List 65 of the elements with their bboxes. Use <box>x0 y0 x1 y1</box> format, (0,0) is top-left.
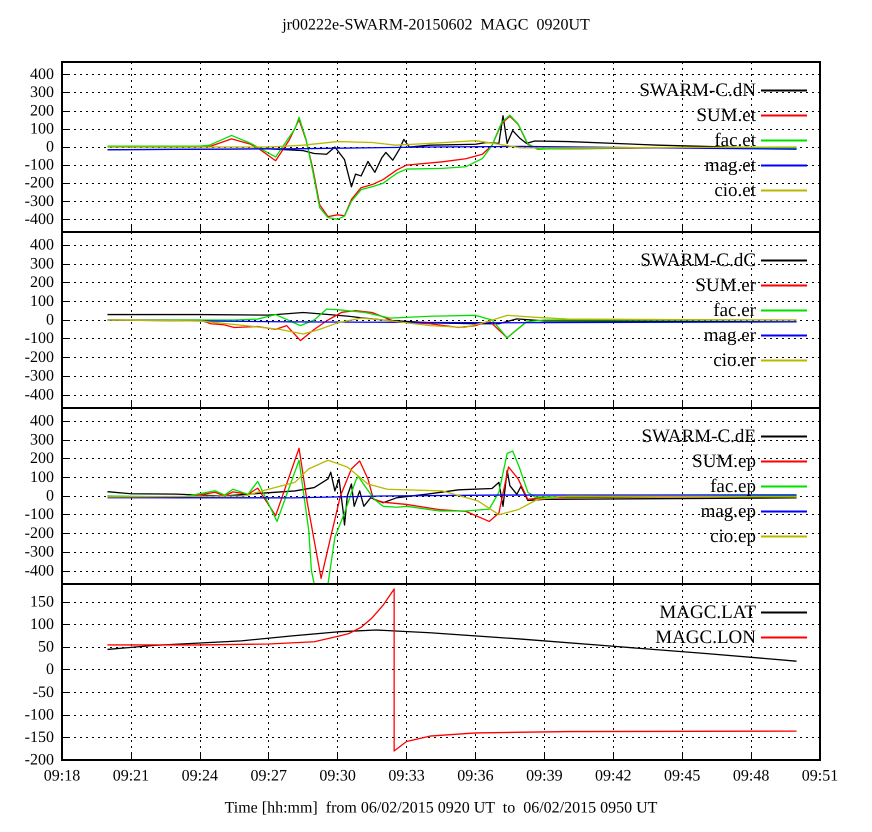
legend-label: fac.ep <box>710 476 756 497</box>
y-tick-label: 300 <box>30 84 54 102</box>
legend-label: mag.er <box>704 325 757 346</box>
y-tick-label: 400 <box>30 66 54 84</box>
y-tick-label: 0 <box>46 661 54 678</box>
legend-label: SUM.er <box>695 275 757 296</box>
y-tick-label: 100 <box>30 468 54 486</box>
legend-label: cio.et <box>714 180 757 201</box>
legend-label: SWARM-C.dC <box>640 250 756 271</box>
legend-label: MAGC.LON <box>655 627 756 648</box>
y-tick-label: -300 <box>24 544 54 561</box>
y-tick-label: 150 <box>30 594 54 611</box>
line-series <box>106 588 798 752</box>
legend-label: MAGC.LAT <box>659 602 756 623</box>
legend-label: fac.er <box>713 300 757 321</box>
x-tick-label: 09:51 <box>802 768 838 784</box>
x-axis-title: Time [hh:mm] from 06/02/2015 0920 UT to 06/02/2015 0950 UT <box>224 800 658 816</box>
y-tick-label: -300 <box>24 192 54 210</box>
y-tick-label: 100 <box>30 616 54 634</box>
chart-title: jr00222e-SWARM-20150602 MAGC 0920UT <box>281 16 590 34</box>
legend-label: SUM.et <box>696 105 757 126</box>
x-tick-label: 09:39 <box>526 768 563 784</box>
y-tick-label: 200 <box>30 450 54 468</box>
y-tick-label: -200 <box>24 524 54 542</box>
y-tick-label: -300 <box>24 368 54 385</box>
y-tick-label: 100 <box>30 292 54 310</box>
y-tick-label: 200 <box>30 274 54 292</box>
x-tick-label: 09:27 <box>250 768 287 784</box>
y-tick-label: 50 <box>38 638 54 656</box>
legend-label: SWARM-C.dN <box>639 80 756 101</box>
y-tick-label: 300 <box>30 431 54 448</box>
y-tick-label: -400 <box>24 386 54 404</box>
legend-label: mag.et <box>704 155 757 176</box>
x-tick-label: 09:24 <box>182 768 218 784</box>
y-tick-label: -200 <box>24 174 54 192</box>
y-tick-label: 0 <box>46 138 54 156</box>
y-tick-label: -200 <box>24 348 54 366</box>
x-tick-label: 09:48 <box>732 768 770 784</box>
x-tick-label: 09:18 <box>44 768 80 784</box>
y-tick-label: -200 <box>24 752 54 768</box>
legend-label: mag.ep <box>700 501 756 522</box>
legend-label: SWARM-C.dE <box>641 426 756 447</box>
y-tick-label: 0 <box>46 312 54 328</box>
y-tick-label: -150 <box>24 728 54 746</box>
y-tick-label: -400 <box>24 562 54 580</box>
y-tick-label: -100 <box>24 330 54 348</box>
y-tick-label: -400 <box>24 210 54 228</box>
y-tick-label: -100 <box>24 156 54 174</box>
y-tick-label: -100 <box>24 506 54 524</box>
y-tick-label: 400 <box>30 236 54 254</box>
y-tick-label: -100 <box>24 706 54 724</box>
y-tick-label: 300 <box>30 255 54 272</box>
x-tick-label: 09:36 <box>457 768 494 784</box>
y-tick-label: 200 <box>30 102 54 120</box>
y-tick-label: 100 <box>30 120 54 138</box>
legend-label: SUM.ep <box>692 451 756 472</box>
x-tick-label: 09:42 <box>595 768 632 784</box>
legend-label: fac.et <box>714 130 757 151</box>
y-tick-label: 0 <box>46 488 54 504</box>
x-tick-label: 09:30 <box>319 768 356 784</box>
x-tick-label: 09:45 <box>664 768 700 784</box>
x-tick-label: 09:21 <box>112 768 150 784</box>
x-tick-label: 09:33 <box>388 768 425 784</box>
y-tick-label: -50 <box>32 684 54 701</box>
y-tick-label: 400 <box>30 412 54 430</box>
